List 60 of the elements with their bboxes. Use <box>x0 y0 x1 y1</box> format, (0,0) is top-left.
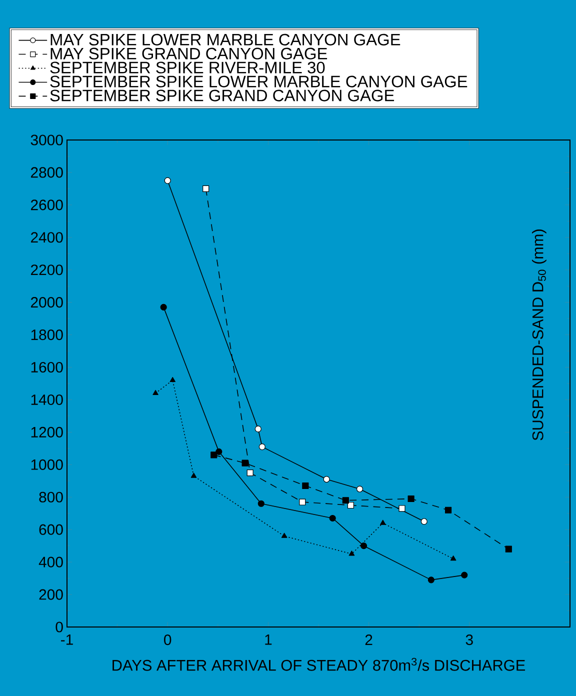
point <box>461 572 468 578</box>
point <box>190 472 197 478</box>
y-tick-label: 400 <box>38 556 63 568</box>
y-tick-label: 2400 <box>30 232 63 243</box>
point <box>170 376 176 382</box>
point <box>360 542 368 550</box>
y-axis-title: SUSPENDED-SAND D$_{50}$ (mm) <box>532 230 546 440</box>
point <box>202 185 210 192</box>
y-tick-label: 2000 <box>30 297 63 308</box>
point <box>210 452 218 458</box>
y-tick-label: 1800 <box>31 330 63 340</box>
point <box>258 500 264 507</box>
point <box>420 518 428 525</box>
point <box>216 448 222 455</box>
legend-label: MAY SPIKE LOWER MARBLE CANYON GAGE <box>50 34 400 46</box>
legend-label: SEPTEMBER SPIKE GRAND CANYON GAGE <box>50 90 394 102</box>
legend-label: MAY SPIKE GRAND CANYON GAGE <box>50 48 328 60</box>
point <box>242 460 248 466</box>
point <box>258 444 266 450</box>
y-tick-label: 800 <box>39 492 63 502</box>
y-tick-label: 2600 <box>30 200 63 210</box>
point <box>505 546 512 552</box>
y-tick-label: 1400 <box>31 394 63 406</box>
point <box>254 426 262 432</box>
x-tick-label: -1 <box>61 634 73 645</box>
legend-label: SEPTEMBER SPIKE LOWER MARBLE CANYON GAGE <box>50 76 468 88</box>
point <box>164 177 171 184</box>
point <box>348 550 355 556</box>
y-tick-label: 1600 <box>31 362 63 373</box>
point <box>329 514 336 522</box>
legend-label: SEPTEMBER SPIKE RIVER-MILE 30 <box>50 62 325 74</box>
point <box>342 497 349 504</box>
point <box>450 556 456 561</box>
point <box>444 506 452 514</box>
point <box>356 486 364 492</box>
point <box>246 469 254 476</box>
point <box>302 482 309 490</box>
y-tick-label: 1200 <box>31 426 63 438</box>
point <box>152 390 158 396</box>
point <box>323 476 330 483</box>
point <box>408 495 414 502</box>
x-tick-label: 2 <box>365 634 372 645</box>
point <box>347 502 354 509</box>
y-tick-label: 200 <box>39 589 63 600</box>
x-tick-label: 1 <box>265 634 272 645</box>
point <box>299 498 306 506</box>
y-tick-label: 0 <box>56 622 63 632</box>
y-tick-label: 2200 <box>30 264 63 276</box>
point <box>281 532 288 538</box>
y-tick-label: 600 <box>39 524 63 535</box>
y-tick-label: 3000 <box>30 134 63 146</box>
point <box>428 576 434 584</box>
point <box>160 304 167 310</box>
point <box>398 505 406 512</box>
y-tick-label: 1000 <box>31 459 63 470</box>
x-tick-label: 0 <box>164 634 172 646</box>
point <box>380 520 386 525</box>
x-axis-title: DAYS AFTER ARRIVAL OF STEADY 870m$^{3}$/s DISCHARGE <box>112 658 526 671</box>
x-tick-label: 3 <box>466 634 473 646</box>
y-tick-label: 2800 <box>30 167 63 178</box>
